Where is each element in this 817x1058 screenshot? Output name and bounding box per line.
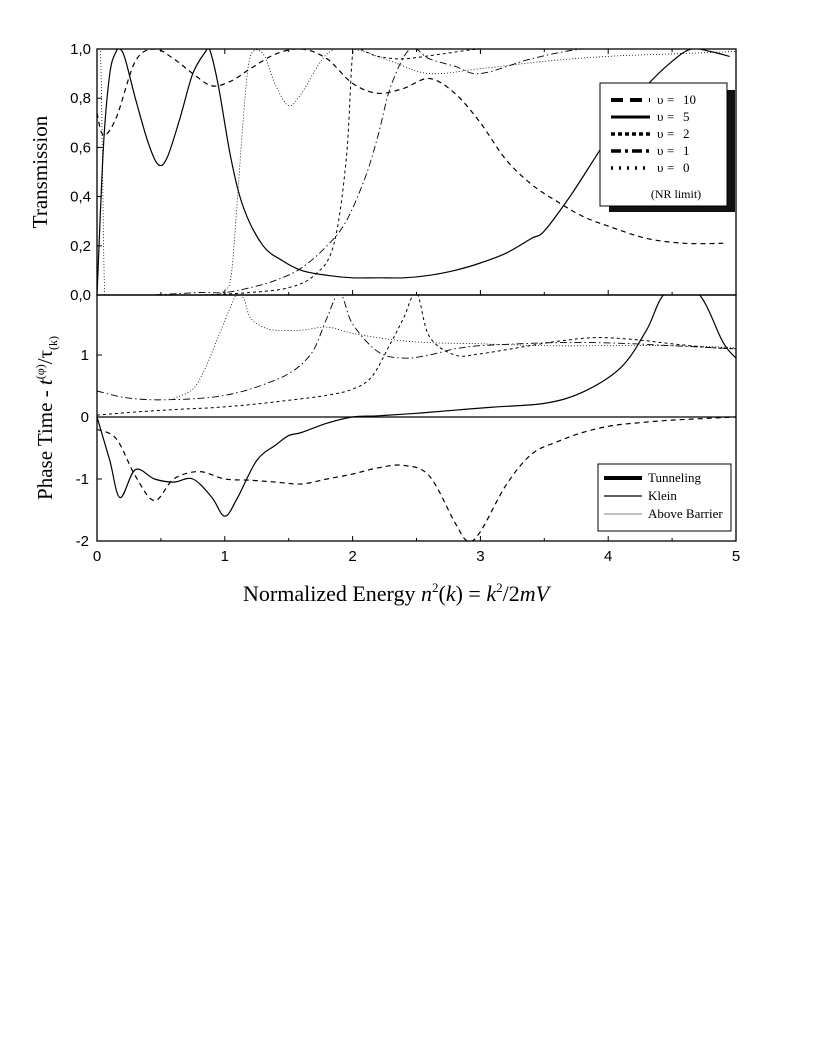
transmission-axis-label: Transmission <box>28 115 52 228</box>
transmission-y-tick-label: 0,8 <box>70 90 91 107</box>
phase-time-series-short-dash <box>97 295 736 416</box>
legend-symbol: υ <box>657 126 663 141</box>
phase-y-tick-label: -2 <box>76 533 89 550</box>
phase-time-series-dash-dot <box>97 295 736 401</box>
phase-y-tick-label: 1 <box>81 347 89 364</box>
transmission-series-dash <box>97 49 724 245</box>
legend-symbol: υ <box>657 160 663 175</box>
legend-value: 1 <box>683 143 690 158</box>
legend-value: 10 <box>683 92 696 107</box>
transmission-series-short-dash <box>97 49 736 295</box>
legend-symbol: υ <box>657 143 663 158</box>
legend-label: Klein <box>648 488 677 503</box>
energy-x-tick-label: 4 <box>604 548 612 565</box>
phase-time-series-dot <box>173 295 736 399</box>
phase-time-series-solid <box>97 295 736 517</box>
nr-limit-note: (NR limit) <box>651 187 701 201</box>
svg-text:Phase Time - t(φ)/τ(k): Phase Time - t(φ)/τ(k) <box>33 336 60 500</box>
phase-time-series-dash <box>97 416 736 541</box>
phase-y-tick-label: -1 <box>76 471 89 488</box>
regime-legend: Tunneling Klein Above Barrier <box>597 463 732 532</box>
legend-equals: = <box>667 160 674 175</box>
legend-value: 5 <box>683 109 690 124</box>
legend-equals: = <box>667 109 674 124</box>
phase-y-tick-label: 0 <box>81 409 89 426</box>
energy-x-tick-label: 1 <box>221 548 229 565</box>
transmission-y-tick-label: 0,2 <box>70 238 91 255</box>
legend-symbol: υ <box>657 109 663 124</box>
transmission-series-solid <box>97 49 730 295</box>
transmission-y-tick-label: 1,0 <box>70 41 91 58</box>
legend-value: 2 <box>683 126 690 141</box>
phase-time-axis-label: Phase Time - t(φ)/τ(k) <box>33 336 60 500</box>
legend-equals: = <box>667 92 674 107</box>
svg-text:Normalized Energy n2(k) = k2/2: Normalized Energy n2(k) = k2/2mV <box>243 580 552 606</box>
legend-label: Tunneling <box>648 470 701 485</box>
energy-x-tick-label: 5 <box>732 548 740 565</box>
legend-value: 0 <box>683 160 690 175</box>
energy-x-tick-label: 0 <box>93 548 101 565</box>
energy-x-tick-label: 2 <box>348 548 356 565</box>
transmission-y-tick-label: 0,6 <box>70 139 91 156</box>
energy-axis-label: Normalized Energy n2(k) = k2/2mV <box>243 580 552 606</box>
transmission-y-tick-label: 0,4 <box>70 189 91 206</box>
energy-x-tick-label: 3 <box>476 548 484 565</box>
legend-equals: = <box>667 143 674 158</box>
legend-label: Above Barrier <box>648 506 723 521</box>
transmission-series-dot <box>97 49 736 295</box>
legend-equals: = <box>667 126 674 141</box>
transmission-series-dash-dot <box>97 49 736 295</box>
velocity-legend: υ = 10 υ = 5 υ = 2 υ = 1 υ = 0 (NR limit) <box>599 82 735 212</box>
transmission-y-tick-label: 0,0 <box>70 287 91 304</box>
legend-symbol: υ <box>657 92 663 107</box>
